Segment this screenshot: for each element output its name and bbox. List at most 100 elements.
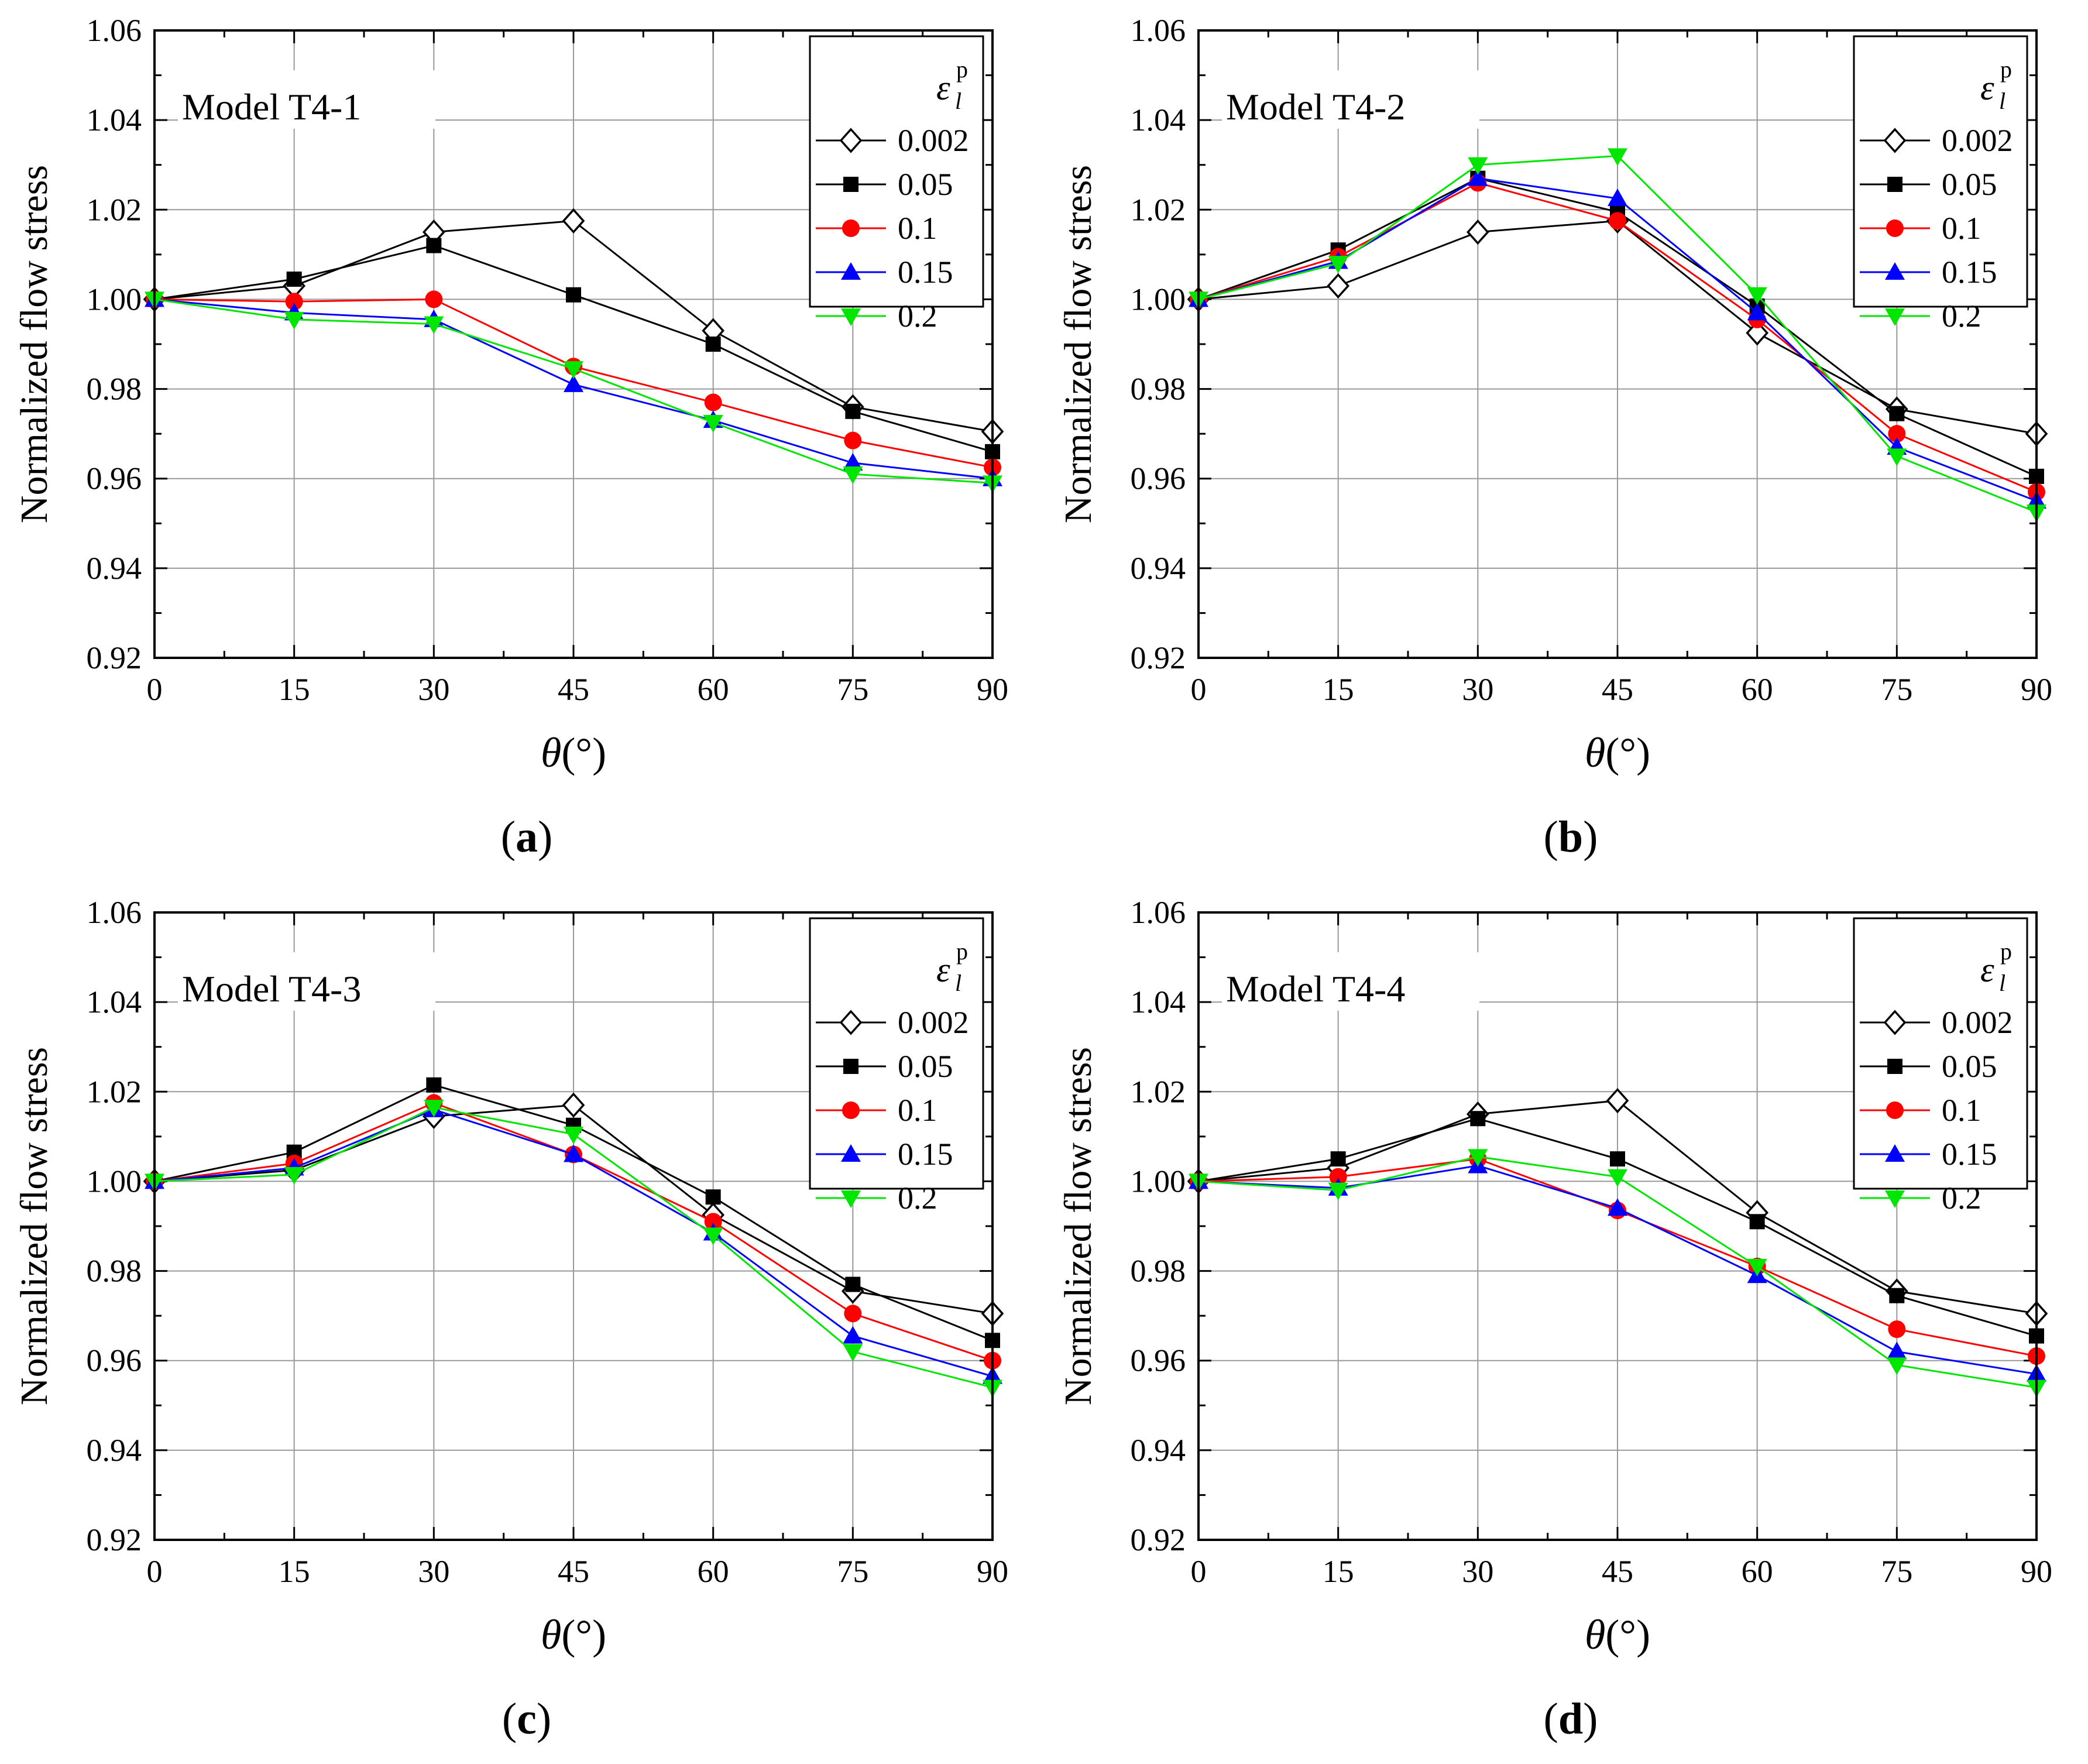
legend-marker	[841, 308, 861, 326]
data-point	[286, 271, 302, 287]
x-tick-label: 30	[418, 672, 449, 707]
x-axis-label: θ(°)	[541, 1611, 606, 1658]
panel-label-close: )	[1583, 1694, 1598, 1744]
x-axis-label: θ(°)	[1585, 729, 1650, 776]
x-axis-label-unit: (°)	[1605, 1611, 1650, 1658]
x-tick-label: 15	[1323, 1554, 1354, 1589]
data-point	[703, 415, 723, 433]
legend-title: ε	[936, 950, 950, 989]
legend-title-subscript: l	[1999, 970, 2005, 996]
legend-box	[1853, 917, 2028, 1190]
data-point	[566, 287, 581, 303]
data-point	[843, 466, 863, 485]
legend: ε lp 0.002 0.05 0.1 0.15 0.2	[1853, 917, 2028, 1216]
y-tick-label: 0.94	[1131, 551, 1186, 586]
panel-c: 0.92 0.94 0.96 0.98 1.00 1.02 1.04 1.06 0 15 30 45 6…	[0, 882, 1044, 1764]
legend-marker	[842, 1101, 860, 1119]
panel-label-open: (	[1544, 812, 1558, 862]
y-tick-label: 1.04	[87, 984, 142, 1020]
plot-frame	[153, 29, 994, 659]
y-tick-label: 1.02	[1131, 192, 1186, 227]
y-tick-label: 0.96	[87, 461, 142, 496]
panel-label-close: )	[1583, 812, 1598, 862]
legend-marker	[1883, 1010, 1907, 1035]
data-point	[424, 316, 444, 334]
x-tick-label: 45	[1602, 672, 1633, 707]
x-tick-label: 45	[558, 1554, 589, 1589]
y-tick-label: 1.04	[87, 102, 142, 138]
legend-marker	[1885, 1190, 1905, 1208]
y-tick-label: 0.94	[87, 1433, 142, 1468]
plot-frame	[153, 911, 994, 1541]
x-tick-label: 60	[698, 672, 729, 707]
x-axis-label-symbol: θ	[541, 1611, 561, 1658]
legend-entry-label: 0.15	[1942, 1137, 1997, 1172]
data-point	[1610, 1151, 1625, 1167]
title-background	[1222, 952, 1479, 1011]
legend-entry-label: 0.15	[898, 255, 953, 290]
x-tick-label: 0	[147, 672, 163, 707]
chart-title: Model T4-1	[182, 86, 361, 128]
x-tick-label: 30	[1462, 672, 1493, 707]
x-tick-label: 15	[1323, 672, 1354, 707]
data-point	[1327, 273, 1350, 299]
legend-entry-label: 0.05	[898, 1049, 953, 1084]
x-axis-label-symbol: θ	[1585, 1611, 1605, 1658]
data-point	[1468, 1149, 1488, 1167]
data-point	[564, 1127, 583, 1145]
data-point	[843, 452, 863, 471]
data-point	[1887, 1357, 1907, 1375]
data-point	[844, 1305, 862, 1323]
panel-b: 0.92 0.94 0.96 0.98 1.00 1.02 1.04 1.06 0 15 30 45 6…	[1044, 0, 2088, 882]
data-point	[426, 238, 442, 253]
legend-marker	[1883, 128, 1907, 153]
data-point	[705, 1189, 721, 1205]
x-tick-label: 30	[1462, 1554, 1493, 1589]
y-axis-label: Normalized flow stress	[13, 1047, 56, 1405]
chart-c: 0.92 0.94 0.96 0.98 1.00 1.02 1.04 1.06 0 15 30 45 6…	[13, 895, 1008, 1744]
legend-title-subscript: l	[1999, 88, 2005, 114]
data-point	[704, 1213, 722, 1231]
plot-frame	[1197, 29, 2038, 659]
data-point	[564, 1144, 583, 1162]
x-tick-label: 15	[279, 1554, 310, 1589]
legend: ε lp 0.002 0.05 0.1 0.15 0.2	[809, 35, 984, 334]
y-tick-label: 1.04	[1131, 984, 1186, 1020]
legend-entry-label: 0.1	[1942, 211, 1981, 246]
title-background	[1222, 70, 1479, 129]
legend-entry-label: 0.002	[1942, 123, 2013, 158]
y-tick-label: 0.92	[1131, 640, 1186, 675]
chart-b: 0.92 0.94 0.96 0.98 1.00 1.02 1.04 1.06 0 15 30 45 6…	[1057, 13, 2052, 862]
x-tick-label: 60	[698, 1554, 729, 1589]
x-tick-label: 0	[1191, 1554, 1207, 1589]
y-tick-label: 1.04	[1131, 102, 1186, 138]
x-axis-label-symbol: θ	[1585, 729, 1605, 776]
y-tick-label: 1.00	[87, 282, 142, 317]
title-background	[178, 952, 435, 1011]
legend-entry-label: 0.2	[1942, 1180, 1981, 1216]
y-tick-label: 0.92	[87, 1522, 142, 1557]
chart-title: Model T4-2	[1226, 86, 1405, 128]
y-tick-label: 0.98	[1131, 1254, 1186, 1289]
legend-entry-label: 0.05	[1942, 167, 1997, 202]
x-tick-label: 60	[1742, 672, 1773, 707]
data-point	[564, 374, 583, 392]
data-point	[285, 293, 303, 311]
legend-box	[809, 35, 984, 308]
legend-marker	[1886, 1101, 1904, 1119]
y-tick-label: 1.06	[1131, 13, 1186, 48]
panel-label-open: (	[502, 1694, 517, 1744]
y-tick-label: 0.94	[87, 551, 142, 586]
plot-frame	[1197, 911, 2038, 1541]
legend-marker	[839, 1010, 863, 1035]
data-point	[1749, 1214, 1765, 1230]
data-point	[1330, 1151, 1346, 1167]
y-tick-label: 0.98	[87, 372, 142, 407]
legend-title: ε	[936, 68, 950, 107]
x-tick-label: 90	[2021, 672, 2052, 707]
data-point	[564, 361, 583, 379]
panel-a: 0.92 0.94 0.96 0.98 1.00 1.02 1.04 1.06 0 15 30 45 6…	[0, 0, 1044, 882]
x-tick-label: 75	[1881, 1554, 1912, 1589]
legend-box	[809, 917, 984, 1190]
panel-label: (a)	[501, 812, 553, 862]
